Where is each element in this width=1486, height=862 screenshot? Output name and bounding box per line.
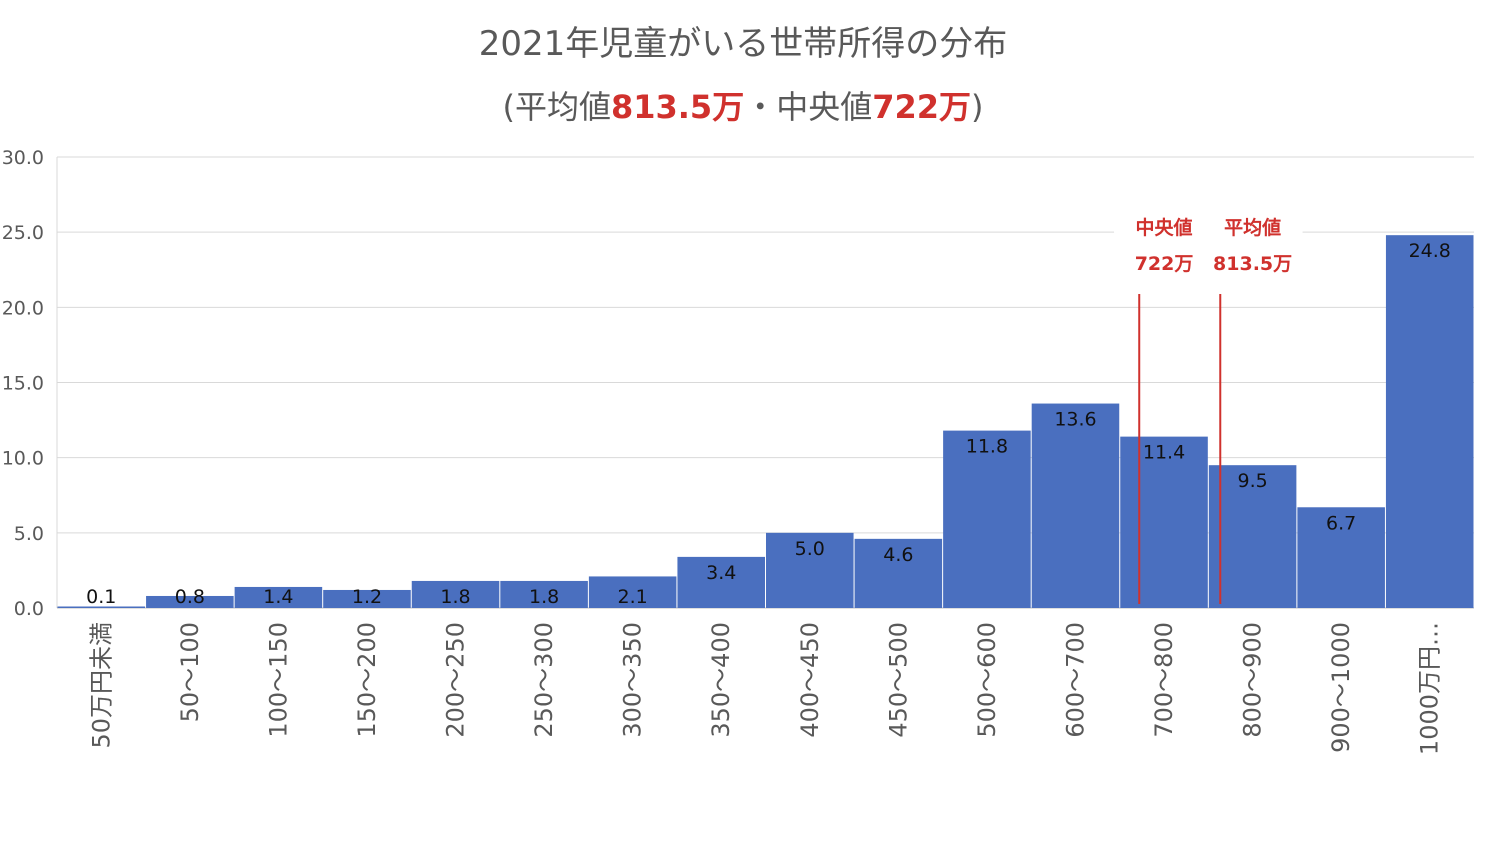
data-label: 1.8: [440, 586, 470, 608]
annotation-value: 813.5万: [1213, 253, 1292, 275]
y-axis: 0.0 5.0 10.0 15.0 20.0 25.0 30.0: [2, 147, 44, 620]
bar: [854, 538, 943, 608]
y-tick-label: 30.0: [2, 147, 44, 169]
bar: [234, 586, 323, 608]
bar: [588, 576, 677, 608]
annotation-background: [1202, 212, 1303, 276]
bar: [1385, 235, 1474, 608]
category-label: 450〜500: [884, 622, 912, 738]
data-label: 4.6: [883, 544, 913, 566]
annotation-background: [1114, 212, 1215, 276]
chart-title: 2021年児童がいる世帯所得の分布: [478, 24, 1008, 64]
category-label: 50万円未満: [87, 622, 115, 749]
y-tick-label: 5.0: [14, 523, 44, 545]
data-label: 1.4: [263, 586, 293, 608]
annotation-label: 中央値: [1136, 216, 1193, 239]
data-label: 1.2: [352, 586, 382, 608]
bar: [1208, 465, 1297, 608]
data-label: 11.8: [966, 436, 1008, 458]
bar: [323, 589, 411, 608]
category-label: 150〜200: [353, 622, 381, 738]
data-label: 24.8: [1409, 240, 1451, 262]
y-tick-label: 20.0: [2, 297, 44, 319]
bar: [1031, 403, 1120, 608]
subtitle-suffix: ): [971, 88, 984, 126]
bars: [57, 235, 1474, 608]
y-tick-label: 10.0: [2, 448, 44, 470]
data-label: 0.1: [86, 586, 116, 608]
y-tick-label: 25.0: [2, 222, 44, 244]
bar: [766, 532, 854, 608]
category-label: 500〜600: [973, 622, 1001, 738]
bar: [57, 606, 146, 608]
category-label: 200〜250: [442, 622, 470, 738]
bar: [1297, 507, 1385, 608]
data-labels: 0.1 0.8 1.4 1.2 1.8 1.8 2.1 3.4 5.0 4.6 11.8 13.6 11…: [86, 240, 1451, 608]
category-label: 300〜350: [619, 622, 647, 738]
bar: [1120, 436, 1208, 608]
annotation-label: 平均値: [1224, 216, 1281, 239]
category-label: 50〜100: [176, 622, 204, 722]
bar: [411, 580, 500, 608]
x-axis: 50万円未満 50〜100 100〜150 150〜200 200〜250 250〜300…: [87, 622, 1443, 755]
annotation-value: 722万: [1135, 253, 1194, 275]
category-label: 400〜450: [796, 622, 824, 738]
data-label: 0.8: [175, 586, 205, 608]
data-label: 3.4: [706, 562, 736, 584]
data-label: 11.4: [1143, 442, 1185, 464]
data-label: 9.5: [1237, 470, 1267, 492]
data-label: 1.8: [529, 586, 559, 608]
category-label: 250〜300: [530, 622, 558, 738]
annotations: 中央値 722万 平均値 813.5万: [1114, 212, 1303, 604]
bar: [146, 595, 234, 608]
data-label: 2.1: [618, 586, 648, 608]
data-label: 6.7: [1326, 512, 1356, 534]
category-label: 900〜1000: [1327, 622, 1355, 753]
subtitle-middle: ・中央値: [744, 88, 873, 126]
category-label: 100〜150: [264, 622, 292, 738]
data-label: 13.6: [1054, 409, 1096, 431]
subtitle-prefix: (平均値: [502, 88, 611, 126]
subtitle-median-value: 722万: [872, 88, 972, 126]
bar: [677, 556, 765, 608]
bar: [943, 430, 1031, 608]
category-label: 800〜900: [1239, 622, 1267, 738]
bar: [500, 580, 588, 608]
category-label: 350〜400: [707, 622, 735, 738]
chart-subtitle: (平均値813.5万・中央値722万): [0, 82, 1486, 128]
category-label: 1000万円…: [1416, 622, 1444, 755]
category-label: 700〜800: [1150, 622, 1178, 738]
subtitle-mean-value: 813.5万: [610, 88, 745, 126]
y-tick-label: 0.0: [14, 598, 44, 620]
data-label: 5.0: [795, 538, 825, 560]
y-tick-label: 15.0: [2, 373, 44, 395]
category-label: 600〜700: [1061, 622, 1089, 738]
